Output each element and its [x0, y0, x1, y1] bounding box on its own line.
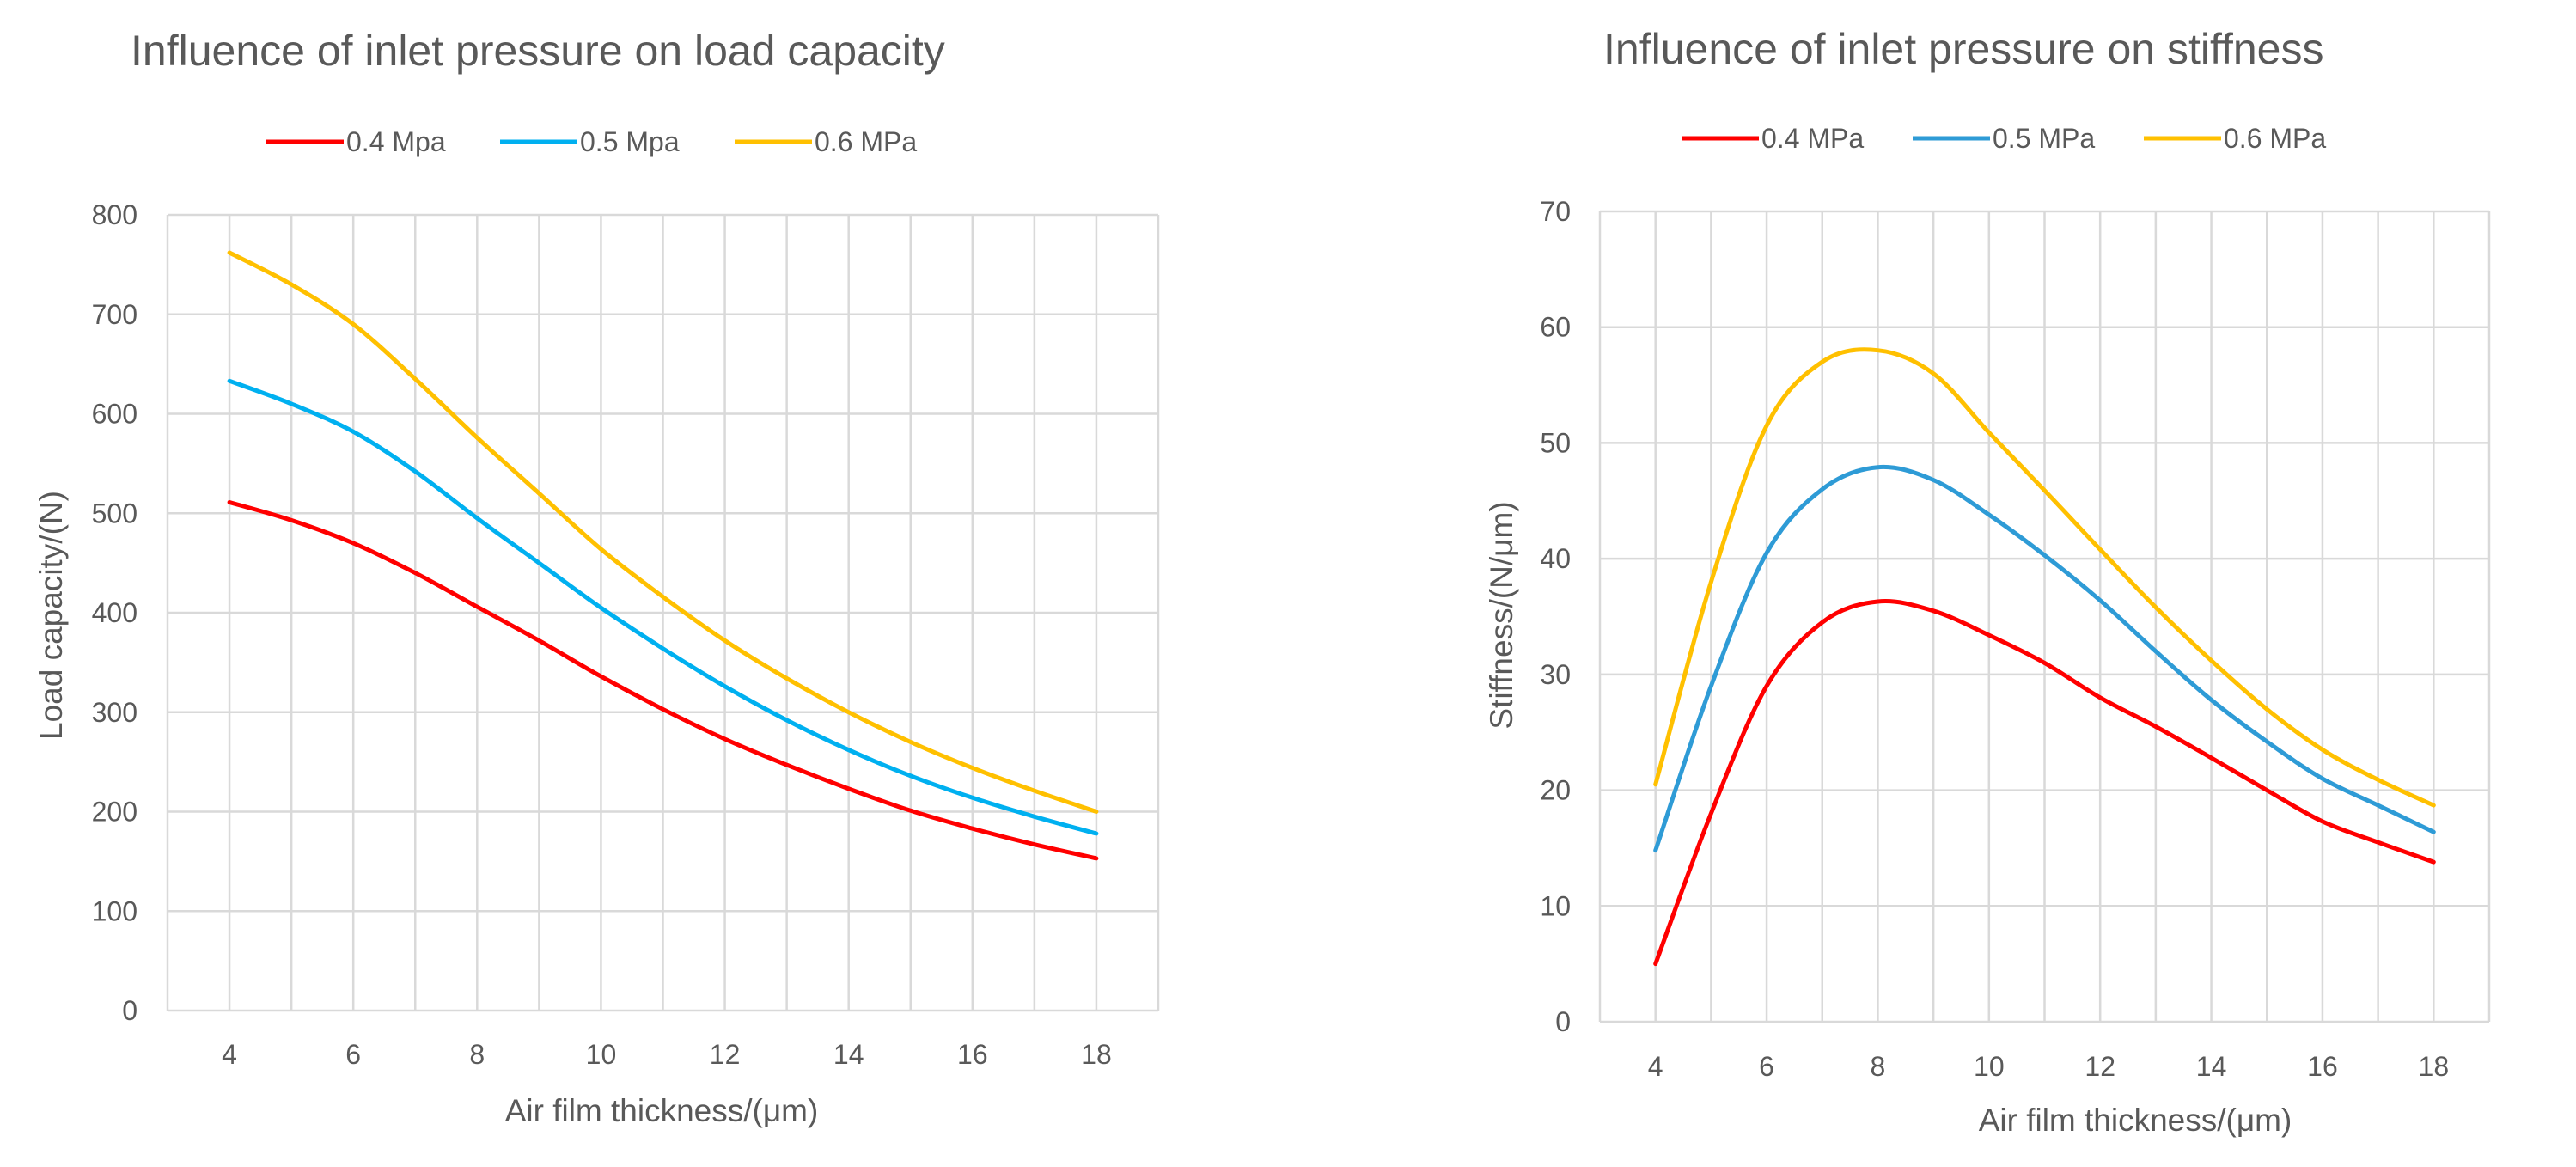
x-axis-label: Air film thickness/(μm)	[505, 1093, 819, 1128]
x-tick-label: 8	[1871, 1051, 1886, 1082]
series-line-3	[1653, 347, 2436, 808]
x-tick-label: 12	[2085, 1051, 2115, 1082]
chart-title: Influence of inlet pressure on load capa…	[131, 27, 945, 75]
series-line-3	[227, 250, 1099, 814]
chart-title: Influence of inlet pressure on stiffness	[1603, 25, 2323, 73]
x-tick-label: 4	[222, 1039, 237, 1070]
series-line-1	[1653, 599, 2436, 967]
x-tick-label: 18	[1081, 1039, 1112, 1070]
y-tick-label: 30	[1540, 659, 1571, 690]
y-axis-label: Stiffness/(N/μm)	[1484, 501, 1519, 729]
legend-item: 0.5 MPa	[1913, 123, 2095, 154]
x-tick-label: 14	[833, 1039, 864, 1070]
y-tick-label: 60	[1540, 312, 1571, 343]
y-tick-label: 70	[1540, 196, 1571, 227]
y-tick-label: 600	[92, 399, 137, 430]
y-tick-label: 500	[92, 498, 137, 529]
y-tick-label: 700	[92, 299, 137, 330]
x-tick-label: 16	[957, 1039, 988, 1070]
y-tick-label: 50	[1540, 427, 1571, 458]
series-lines	[227, 250, 1099, 861]
series-line-1	[227, 500, 1099, 861]
y-tick-label: 10	[1540, 890, 1571, 921]
y-tick-label: 400	[92, 597, 137, 628]
y-tick-labels: 0 100 200 300 400 500 600 700 800	[92, 199, 137, 1026]
legend-label: 0.4 Mpa	[346, 126, 446, 157]
x-tick-label: 6	[1759, 1051, 1774, 1082]
y-tick-label: 0	[122, 995, 137, 1026]
legend-item: 0.4 Mpa	[266, 126, 446, 157]
x-tick-label: 12	[710, 1039, 741, 1070]
x-tick-label: 10	[1974, 1051, 2005, 1082]
stiffness-chart: Influence of inlet pressure on stiffness…	[1484, 25, 2491, 1138]
x-tick-label: 4	[1648, 1051, 1663, 1082]
y-tick-label: 200	[92, 797, 137, 828]
x-tick-labels: 4 6 8 10 12 14 16 18	[222, 1039, 1112, 1070]
legend-label: 0.6 MPa	[815, 126, 917, 157]
load-capacity-chart: Influence of inlet pressure on load capa…	[34, 27, 1160, 1128]
y-tick-label: 300	[92, 697, 137, 728]
x-tick-labels: 4 6 8 10 12 14 16 18	[1648, 1051, 2449, 1082]
y-tick-label: 20	[1540, 775, 1571, 806]
legend-item: 0.4 MPa	[1682, 123, 1864, 154]
series-lines	[1653, 347, 2436, 967]
x-tick-label: 18	[2419, 1051, 2450, 1082]
legend: 0.4 MPa 0.5 MPa 0.6 MPa	[1682, 123, 2326, 154]
legend-label: 0.6 MPa	[2224, 123, 2326, 154]
y-tick-label: 40	[1540, 543, 1571, 574]
x-tick-label: 16	[2307, 1051, 2338, 1082]
legend-item: 0.5 Mpa	[500, 126, 680, 157]
gridlines	[166, 213, 1160, 1012]
series-line-2	[227, 378, 1099, 836]
legend-label: 0.5 MPa	[1993, 123, 2095, 154]
y-axis-label: Load capacity/(N)	[34, 491, 69, 740]
x-tick-label: 10	[586, 1039, 617, 1070]
y-tick-labels: 0 10 20 30 40 50 60 70	[1540, 196, 1571, 1037]
legend-item: 0.6 MPa	[2144, 123, 2326, 154]
x-axis-label: Air film thickness/(μm)	[1979, 1103, 2292, 1138]
y-tick-label: 800	[92, 199, 137, 230]
legend: 0.4 Mpa 0.5 Mpa 0.6 MPa	[266, 126, 917, 157]
y-tick-label: 0	[1555, 1006, 1571, 1037]
y-tick-label: 100	[92, 895, 137, 926]
legend-label: 0.4 MPa	[1761, 123, 1864, 154]
x-tick-label: 6	[345, 1039, 361, 1070]
series-line-2	[1653, 464, 2436, 853]
x-tick-label: 8	[469, 1039, 485, 1070]
legend-label: 0.5 Mpa	[580, 126, 680, 157]
legend-item: 0.6 MPa	[735, 126, 917, 157]
gridlines	[1598, 210, 2491, 1023]
x-tick-label: 14	[2196, 1051, 2227, 1082]
